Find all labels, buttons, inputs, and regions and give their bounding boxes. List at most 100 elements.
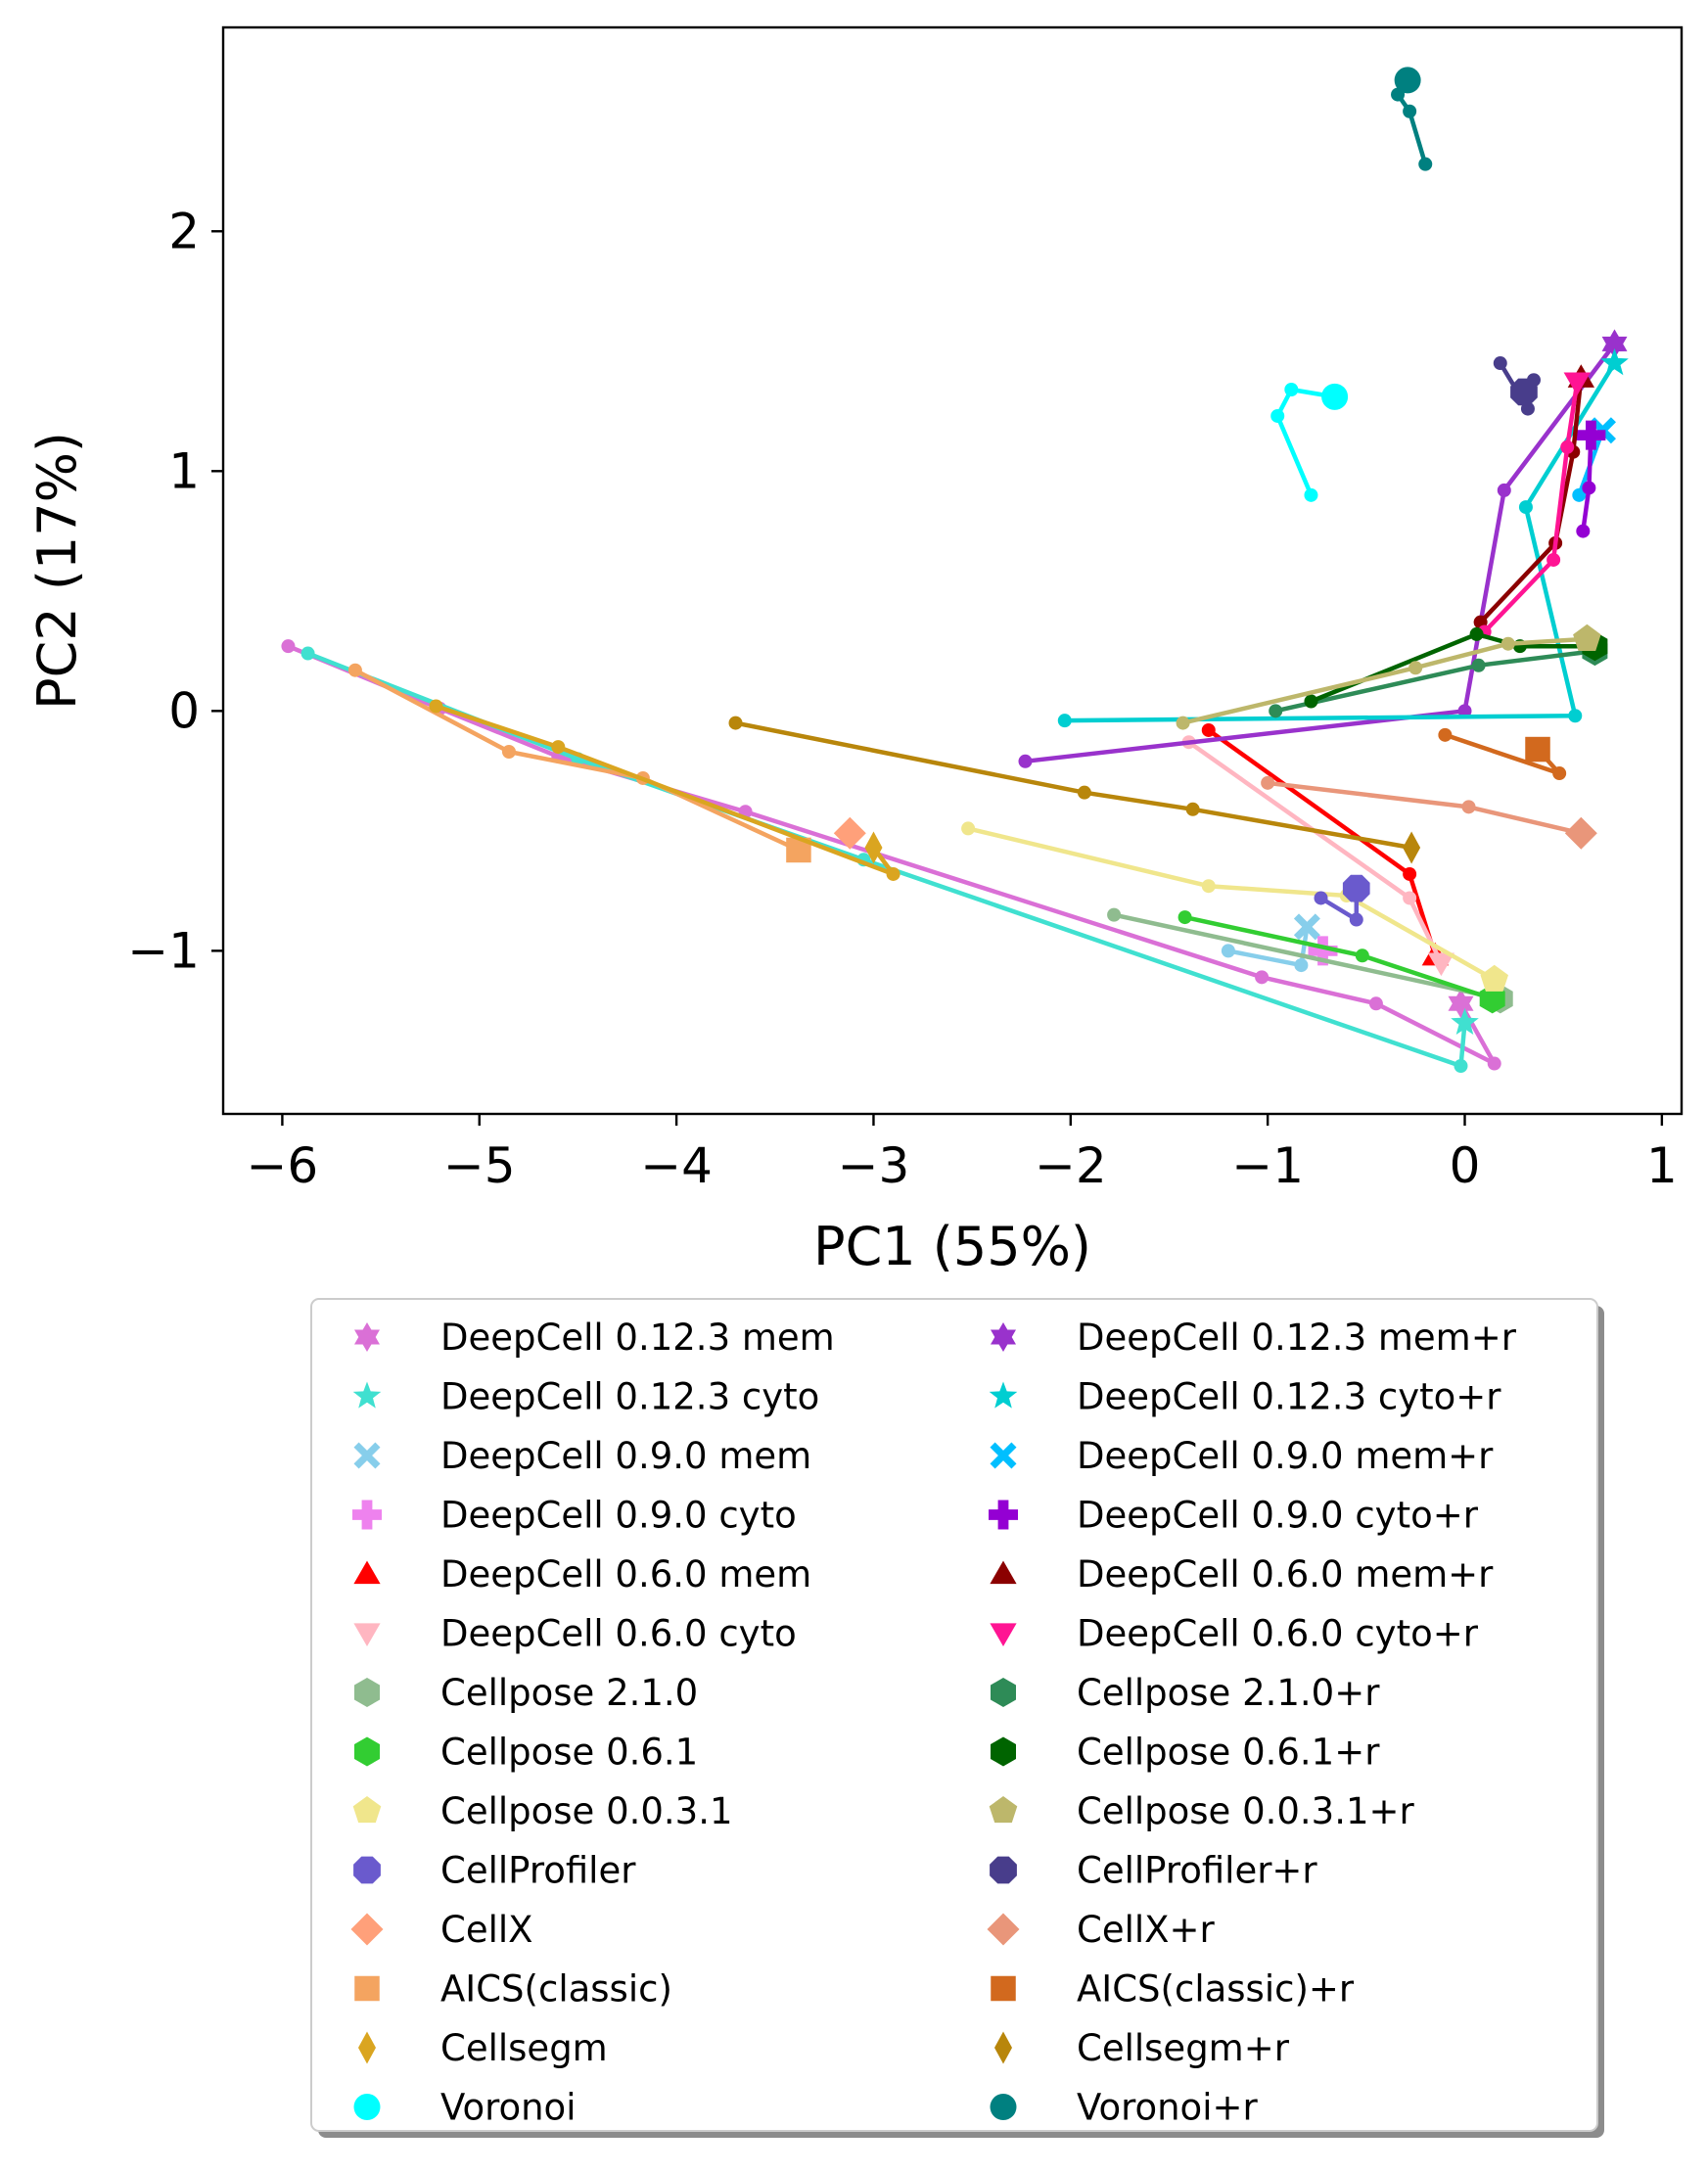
series-3 <box>1308 936 1338 966</box>
series-end-marker <box>1394 67 1421 94</box>
series-line <box>1274 648 1595 714</box>
legend-marker <box>990 1856 1017 1884</box>
x-tick-label: −3 <box>838 1137 910 1194</box>
legend-label: DeepCell 0.9.0 cyto+r <box>1077 1495 1479 1537</box>
x-tick-label: 1 <box>1646 1137 1678 1194</box>
legend-item: DeepCell 0.12.3 cyto <box>352 1376 819 1418</box>
series-end-marker <box>1451 1007 1479 1035</box>
series-25 <box>1438 727 1567 781</box>
data-point <box>1270 408 1285 423</box>
series-line <box>1310 631 1595 704</box>
data-point <box>1304 487 1318 502</box>
series-end-marker <box>1480 964 1508 992</box>
legend-label: DeepCell 0.12.3 cyto+r <box>1077 1376 1501 1418</box>
series-12 <box>429 699 900 881</box>
data-point <box>1461 800 1476 814</box>
legend-label: Cellpose 2.1.0 <box>440 1672 698 1714</box>
x-axis: −6 −5 −4 −3 −2 −1 0 1 <box>247 1114 1678 1194</box>
series-line <box>1182 636 1588 725</box>
legend-item: DeepCell 0.12.3 mem <box>354 1317 835 1359</box>
legend-label: Voronoi <box>440 2087 576 2129</box>
data-point <box>1403 104 1417 118</box>
legend-item: Cellpose 0.6.1+r <box>991 1732 1380 1774</box>
legend-marker <box>990 2094 1017 2120</box>
data-point <box>1018 754 1033 768</box>
data-point <box>1572 487 1587 502</box>
legend-marker <box>990 1442 1017 1469</box>
legend-label: AICS(classic)+r <box>1077 1968 1355 2011</box>
y-tick-label: 2 <box>168 203 200 259</box>
series-end-marker <box>833 816 866 850</box>
series-end-marker <box>864 831 883 864</box>
x-axis-title: PC1 (55%) <box>813 1216 1091 1277</box>
legend: DeepCell 0.12.3 mem DeepCell 0.12.3 cyto D… <box>310 1298 1604 2138</box>
legend-label: DeepCell 0.6.0 mem <box>440 1553 811 1595</box>
legend-marker <box>990 1623 1017 1646</box>
data-point <box>1568 709 1583 723</box>
data-point <box>1349 912 1363 927</box>
series-line <box>306 651 1467 1069</box>
legend-marker <box>353 1442 381 1469</box>
data-point <box>1284 383 1299 396</box>
series-end-marker <box>1601 329 1628 359</box>
data-point <box>1221 944 1235 958</box>
series-end-marker <box>1510 378 1538 406</box>
series-end-marker <box>1573 624 1601 651</box>
data-point <box>1560 439 1575 454</box>
data-point <box>281 639 296 654</box>
data-point <box>1518 500 1533 515</box>
series-24 <box>1261 775 1597 850</box>
series-end-marker <box>1600 348 1629 376</box>
legend-marker <box>353 2094 381 2120</box>
series-26 <box>728 716 1421 864</box>
legend-label: Cellpose 2.1.0+r <box>1077 1672 1380 1714</box>
legend-item: Voronoi <box>353 2087 576 2129</box>
legend-label: DeepCell 0.12.3 mem+r <box>1077 1317 1517 1359</box>
legend-item: CellX+r <box>987 1909 1216 1951</box>
legend-marker <box>352 1381 382 1409</box>
legend-marker <box>352 1796 382 1824</box>
legend-label: DeepCell 0.9.0 mem+r <box>1077 1435 1494 1477</box>
legend-label: DeepCell 0.12.3 mem <box>440 1317 835 1359</box>
x-tick-label: −1 <box>1231 1137 1304 1194</box>
data-point <box>961 821 976 836</box>
data-point <box>1368 996 1383 1011</box>
data-point <box>1457 704 1472 718</box>
data-point <box>1576 524 1591 538</box>
series-line <box>1478 377 1584 624</box>
legend-box <box>310 1298 1598 2132</box>
x-tick-label: −2 <box>1035 1137 1107 1194</box>
legend-marker <box>353 1623 381 1646</box>
series-end-marker <box>1342 874 1370 902</box>
data-point <box>1403 866 1417 881</box>
series-end-marker <box>1525 736 1550 763</box>
legend-marker <box>354 1736 380 1767</box>
legend-marker <box>350 1913 384 1946</box>
data-point <box>1497 483 1511 497</box>
legend-label: AICS(classic) <box>440 1968 672 2011</box>
legend-item: DeepCell 0.12.3 cyto+r <box>989 1376 1501 1418</box>
series-2 <box>1221 913 1320 973</box>
legend-item: AICS(classic)+r <box>991 1968 1355 2011</box>
legend-label: Cellpose 0.6.1 <box>440 1732 698 1774</box>
series-23 <box>1493 356 1541 416</box>
legend-label: Voronoi+r <box>1077 2087 1258 2129</box>
data-point <box>1201 722 1216 737</box>
series-end-marker <box>1427 952 1454 977</box>
legend-marker <box>990 1560 1017 1585</box>
legend-label: DeepCell 0.12.3 cyto <box>440 1376 819 1418</box>
legend-item: DeepCell 0.12.3 mem+r <box>991 1317 1517 1359</box>
data-point <box>1546 552 1561 567</box>
series-13 <box>1270 383 1349 502</box>
series-line <box>1025 343 1617 764</box>
data-point <box>300 646 315 661</box>
data-point <box>1077 785 1091 800</box>
data-point <box>1438 727 1453 742</box>
series-9 <box>1314 874 1370 927</box>
legend-marker <box>991 1678 1016 1707</box>
x-tick-label: 0 <box>1450 1137 1481 1194</box>
series-line <box>287 644 1497 1066</box>
data-point <box>551 740 566 755</box>
legend-item: CellX <box>350 1909 533 1951</box>
legend-item: Cellpose 2.1.0+r <box>991 1672 1380 1714</box>
